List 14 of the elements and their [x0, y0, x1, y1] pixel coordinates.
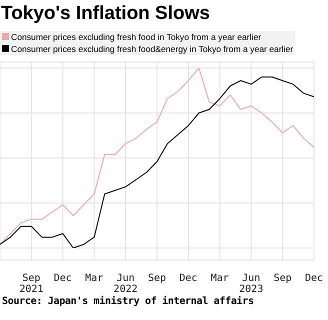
x-tick-label: Mar [210, 273, 229, 284]
chart-title: Tokyo's Inflation Slows [0, 2, 211, 26]
x-tick-label: Dec [304, 273, 324, 284]
x-tick-label: Dec [179, 273, 198, 284]
x-tick-label: Sep [274, 273, 292, 284]
x-tick-label: Dec [54, 273, 72, 284]
legend-label: Consumer prices excluding fresh food in Tokyo from a year earlier [10, 31, 262, 43]
x-tick-label: Mar [85, 273, 104, 284]
source-note: Source: Japan's ministry of internal affairs [1, 296, 255, 307]
legend-label: Consumer prices excluding fresh food&energy in Tokyo from a year earlier [10, 43, 294, 55]
x-tick-label: Sep [148, 273, 166, 284]
x-tick-label: Jun 2023 [239, 273, 264, 295]
x-tick-label: Jun 2022 [114, 273, 138, 295]
x-tick-label: Sep 2021 [19, 273, 44, 295]
